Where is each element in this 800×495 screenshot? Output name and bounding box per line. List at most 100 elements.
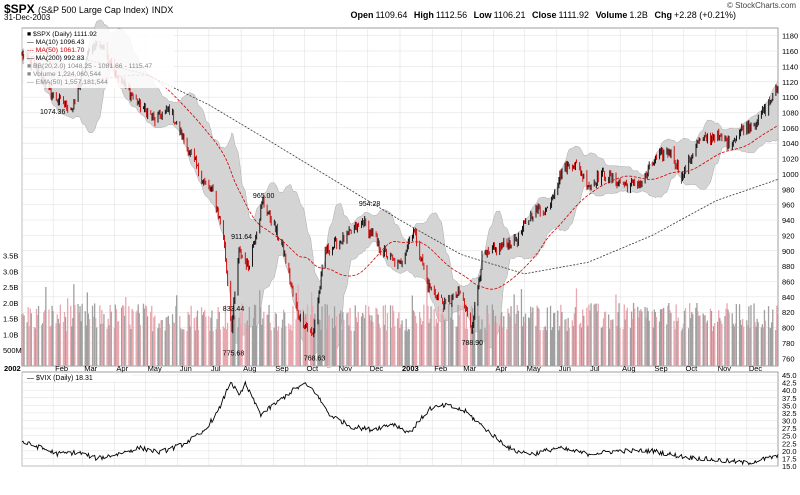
volume-bar [321,306,323,366]
vix-tick-label: 20.0 [782,447,797,456]
price-tick-label: 1160 [782,47,798,56]
volume-bar [487,313,489,366]
volume-bar [401,320,403,366]
volume-bar [705,323,707,366]
volume-bar [451,304,453,366]
volume-bar [392,305,394,366]
vix-tick-label: 22.5 [782,439,797,448]
price-tick-label: 900 [782,247,795,256]
volume-bar [239,312,241,366]
volume-bar [602,318,605,366]
volume-bar [267,314,269,366]
volume-bar [604,311,607,366]
volume-bar [603,312,606,366]
volume-bar [95,318,97,366]
volume-bar [624,319,626,366]
volume-bar [441,308,444,366]
volume-bar [546,307,548,366]
volume-bar [669,310,671,366]
vix-tick-label: 27.5 [782,424,797,433]
volume-bar [175,306,177,366]
chg-value: +2.28 (+0.21%) [673,10,736,20]
volume-bar [651,311,653,366]
volume-bar [493,322,496,366]
volume-bar [92,316,95,366]
volume-bar [488,324,490,366]
high-label: High [413,10,434,20]
volume-bar [728,312,730,366]
price-tick-label: 1040 [782,139,799,148]
volume-bar [306,304,309,366]
volume-bar [692,314,694,366]
volume-bar [205,316,207,366]
volume-bar [479,329,481,366]
volume-bar [71,326,73,366]
volume-bar [502,327,504,366]
price-annotation: 775.68 [223,350,245,357]
volume-bar [530,306,532,366]
vix-tick-label: 17.5 [782,454,797,463]
volume-bar [609,328,611,366]
volume-bar [659,309,662,366]
x-axis-label: Apr [495,364,507,373]
legend-entry: — MA(200) 992.83 [27,55,85,62]
volume-bar [318,319,320,366]
volume-bar [237,327,239,366]
price-tick-label: 780 [782,339,795,348]
volume-bar [194,330,196,366]
volume-bar [210,317,212,366]
volume-bar [405,318,407,366]
volume-bar [113,328,115,366]
vix-tick-label: 37.5 [782,394,797,403]
volume-bar [183,329,185,366]
x-axis-label: Sep [654,364,667,373]
volume-bar [727,309,729,366]
volume-bar [138,313,140,366]
volume-bar [343,319,345,366]
volume-bar [238,317,240,366]
volume-bar [680,330,682,366]
volume-bar [386,313,389,366]
volume-bar [427,305,429,366]
x-axis-label: 2002 [4,364,21,373]
volume-bar [616,326,618,366]
volume-bar [732,323,734,366]
volume-bar [63,312,66,366]
volume-bar [96,327,98,366]
volume-bar [159,328,161,366]
credit-link[interactable]: © StockCharts.com [726,1,796,10]
volume-tick-label: 3.0B [3,267,18,276]
volume-bar [260,307,262,366]
volume-bar [513,294,515,366]
x-axis-label: May [527,364,541,373]
volume-bar [377,314,379,366]
vix-tick-label: 42.5 [782,379,797,388]
volume-bar [195,316,197,366]
volume-bar [554,312,556,366]
volume-bar [85,325,87,366]
volume-bar [455,326,457,366]
volume-bar [691,311,693,366]
volume-bar [448,303,450,366]
volume-bar [495,323,498,366]
volume-bar [215,328,217,366]
volume-bar [654,312,656,366]
volume-bar [79,306,81,366]
volume-bar [668,303,670,366]
volume-bar [256,325,258,366]
volume-bar [182,329,184,366]
legend-entry: ■ BB(20,2.0) 1048.25 - 1081.66 - 1115.47 [27,63,152,70]
volume-bar [561,312,563,366]
price-tick-label: 1060 [782,124,799,133]
price-annotation: 768.63 [304,356,326,363]
vix-tick-label: 25.0 [782,432,797,441]
volume-bar [769,327,771,366]
volume-bar [77,304,79,366]
volume-bar [295,319,297,366]
volume-bar [557,310,559,366]
price-tick-label: 940 [782,216,795,225]
price-tick-label: 960 [782,201,795,210]
volume-bar [619,327,621,366]
volume-bar [222,326,224,366]
volume-bar [360,316,363,366]
